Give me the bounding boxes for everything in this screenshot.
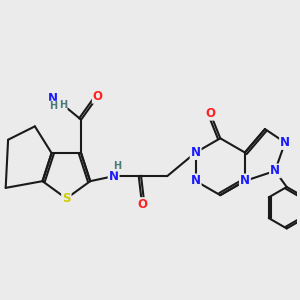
Text: N: N (280, 136, 290, 149)
Text: N: N (240, 175, 250, 188)
Text: H: H (58, 100, 67, 110)
Text: O: O (93, 90, 103, 103)
Text: O: O (137, 198, 147, 211)
Text: N: N (109, 170, 118, 183)
Text: H: H (113, 161, 121, 171)
Text: N: N (190, 146, 201, 159)
Text: S: S (62, 192, 70, 205)
Text: N: N (190, 175, 201, 188)
Text: N: N (48, 92, 58, 105)
Text: H: H (49, 101, 57, 111)
Text: O: O (205, 107, 215, 120)
Text: N: N (270, 164, 280, 177)
